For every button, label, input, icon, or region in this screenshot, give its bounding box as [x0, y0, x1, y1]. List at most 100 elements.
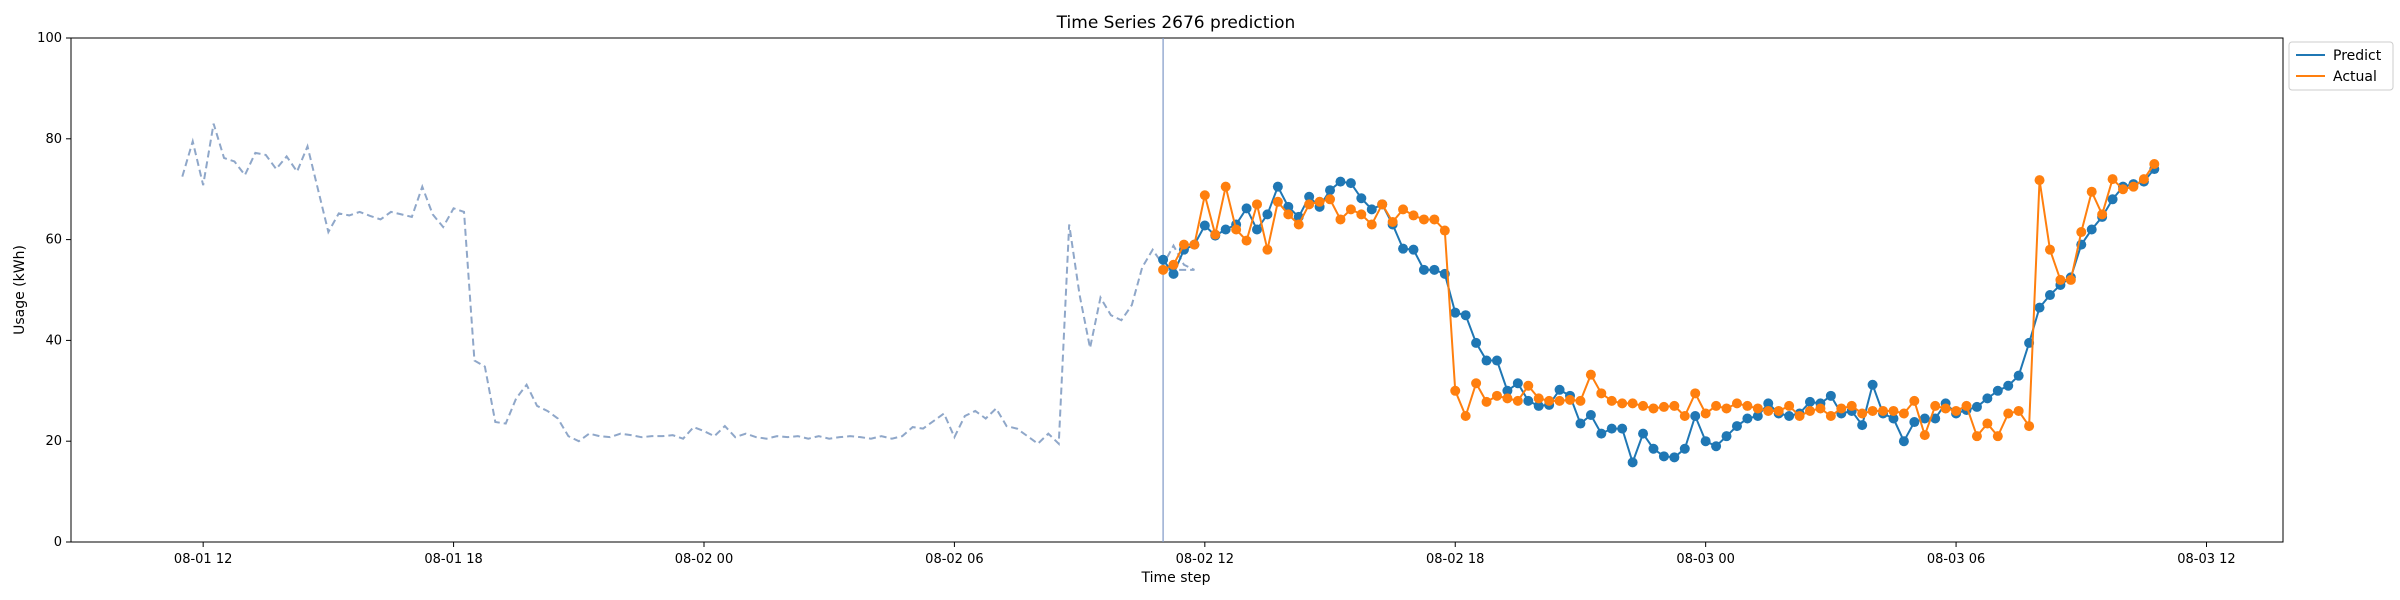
series-actual	[1158, 159, 2160, 442]
x-tick-label: 08-03 06	[1927, 552, 1985, 567]
actual-point	[1178, 239, 1189, 250]
actual-point	[1533, 393, 1544, 404]
actual-point	[1971, 431, 1982, 442]
actual-point	[1429, 214, 1440, 225]
actual-point	[1690, 388, 1701, 399]
actual-point	[1982, 418, 1993, 429]
predict-point	[1251, 224, 1262, 235]
actual-point	[1158, 264, 1169, 275]
x-axis: 08-01 12 08-01 18 08-02 00 08-02 06 08-02 12…	[174, 542, 2236, 567]
predict-point	[1523, 395, 1534, 406]
y-tick-label: 0	[54, 535, 62, 550]
predict-point	[2086, 224, 2097, 235]
actual-point	[1658, 401, 1669, 412]
actual-point	[1345, 204, 1356, 215]
series-layer	[181, 123, 2160, 468]
y-axis: 0 20 40 60 80 100	[37, 31, 71, 550]
predict-point	[1627, 457, 1638, 468]
predict-point	[1575, 418, 1586, 429]
predict-point	[1491, 355, 1502, 366]
actual-point	[1804, 405, 1815, 416]
predict-point	[1471, 337, 1482, 348]
predict-point	[1930, 413, 1941, 424]
actual-point	[1815, 403, 1826, 414]
actual-point	[1293, 219, 1304, 230]
actual-point	[1439, 225, 1450, 236]
y-tick-label: 100	[37, 31, 62, 46]
actual-point	[2044, 244, 2055, 255]
predict-point	[1460, 310, 1471, 321]
actual-point	[1888, 405, 1899, 416]
actual-point	[1940, 403, 1951, 414]
actual-point	[1565, 394, 1576, 405]
actual-point	[1418, 214, 1429, 225]
actual-point	[1606, 395, 1617, 406]
actual-point	[1700, 408, 1711, 419]
actual-point	[1262, 244, 1273, 255]
actual-point	[1731, 398, 1742, 409]
predict-point	[1679, 443, 1690, 454]
actual-point	[1721, 403, 1732, 414]
actual-point	[1742, 400, 1753, 411]
actual-point	[1898, 408, 1909, 419]
predict-point	[1418, 264, 1429, 275]
x-tick-label: 08-03 00	[1676, 552, 1734, 567]
x-tick-label: 08-02 18	[1426, 552, 1484, 567]
actual-point	[1773, 405, 1784, 416]
actual-point	[2013, 405, 2024, 416]
actual-point	[1846, 400, 1857, 411]
actual-point	[1638, 400, 1649, 411]
predict-point	[1752, 411, 1763, 421]
actual-point	[1669, 400, 1680, 411]
actual-point	[1523, 380, 1534, 391]
actual-point	[1992, 431, 2003, 442]
predict-point	[1283, 201, 1294, 212]
actual-point	[1596, 388, 1607, 399]
actual-point	[1377, 199, 1388, 210]
actual-point	[1711, 400, 1722, 411]
actual-point	[2118, 184, 2129, 195]
actual-point	[1627, 398, 1638, 409]
y-tick-label: 60	[45, 233, 62, 248]
predict-point	[1585, 409, 1596, 420]
predict-point	[1554, 384, 1565, 395]
predict-point	[1481, 355, 1492, 366]
actual-point	[1585, 369, 1596, 380]
predict-point	[1784, 411, 1795, 421]
predict-point	[2003, 380, 2014, 391]
x-tick-label: 08-01 18	[424, 552, 482, 567]
actual-point	[1220, 181, 1231, 192]
x-tick-label: 08-03 12	[2177, 552, 2235, 567]
predict-point	[1168, 268, 1179, 279]
predict-point	[1909, 417, 1920, 428]
predict-point	[1669, 452, 1680, 463]
predict-point	[1408, 244, 1419, 255]
actual-point	[2024, 421, 2035, 432]
actual-point	[1951, 405, 1962, 416]
actual-point	[1575, 395, 1586, 406]
predict-point	[1971, 401, 1982, 412]
actual-point	[1450, 385, 1461, 396]
predict-point	[1867, 379, 1878, 390]
predict-point	[1304, 191, 1315, 202]
actual-point	[1909, 395, 1920, 406]
actual-point	[1857, 408, 1868, 419]
predict-point	[2107, 194, 2118, 205]
predict-point	[1700, 436, 1711, 447]
actual-point	[1648, 403, 1659, 414]
predict-point	[1742, 413, 1753, 424]
actual-point	[1502, 393, 1513, 404]
actual-point	[2086, 186, 2097, 197]
actual-point	[2003, 408, 2014, 419]
actual-point	[1168, 259, 1179, 270]
predict-point	[1638, 428, 1649, 439]
predict-point	[1658, 451, 1669, 462]
actual-point	[1784, 400, 1795, 411]
predict-point	[1241, 203, 1252, 214]
chart-title: Time Series 2676 prediction	[1056, 13, 1296, 33]
actual-point	[1189, 239, 1200, 250]
actual-point	[1314, 196, 1325, 207]
actual-point	[1763, 405, 1774, 416]
predict-point	[1450, 307, 1461, 318]
